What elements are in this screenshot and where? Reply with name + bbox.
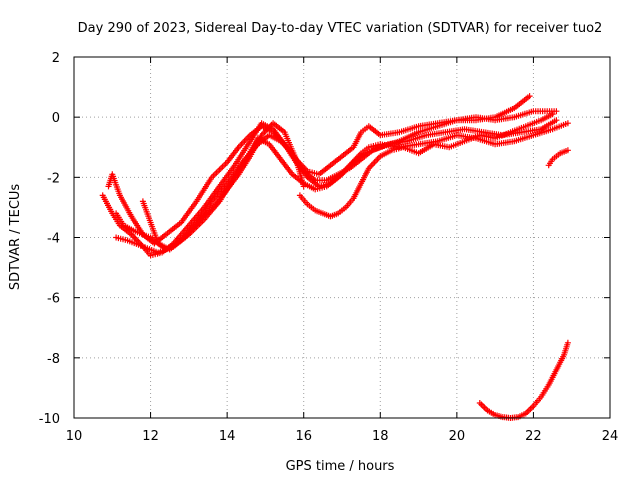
- chart-title: Day 290 of 2023, Sidereal Day-to-day VTE…: [78, 21, 603, 36]
- y-tick-label: -6: [47, 292, 60, 307]
- data-point: [549, 111, 556, 118]
- axis-ticks: 10 12 14 16 18 20 22 24 -10 -8 -6 -4 -2 0 2: [39, 51, 619, 444]
- y-tick-label: 0: [52, 111, 60, 126]
- y-tick-label: -8: [47, 352, 60, 367]
- series-track-5: [139, 120, 307, 253]
- y-tick-label: -10: [39, 412, 60, 427]
- plot-frame: [73, 56, 611, 419]
- y-tick-label: -2: [47, 171, 60, 186]
- series-track-8: [476, 339, 571, 421]
- data-point: [553, 108, 560, 115]
- grid: [74, 57, 610, 418]
- x-tick-label: 18: [372, 429, 389, 444]
- data-points: [99, 93, 571, 421]
- x-tick-label: 24: [602, 429, 619, 444]
- x-tick-label: 20: [449, 429, 466, 444]
- y-tick-label: 2: [52, 51, 60, 66]
- x-tick-label: 12: [142, 429, 159, 444]
- data-point: [564, 147, 571, 154]
- x-tick-label: 10: [66, 429, 83, 444]
- data-point: [526, 93, 533, 100]
- series-track-2: [105, 108, 560, 247]
- data-point: [553, 117, 560, 124]
- y-tick-label: -4: [47, 232, 60, 247]
- x-tick-label: 16: [295, 429, 312, 444]
- x-tick-label: 22: [525, 429, 542, 444]
- data-point: [564, 120, 571, 127]
- x-tick-label: 14: [219, 429, 236, 444]
- data-point: [564, 339, 571, 346]
- y-axis-label: SDTVAR / TECUs: [8, 184, 23, 291]
- data-point: [300, 183, 307, 190]
- series-track-6: [296, 111, 556, 220]
- x-axis-label: GPS time / hours: [286, 459, 395, 474]
- series-track-7: [545, 147, 571, 169]
